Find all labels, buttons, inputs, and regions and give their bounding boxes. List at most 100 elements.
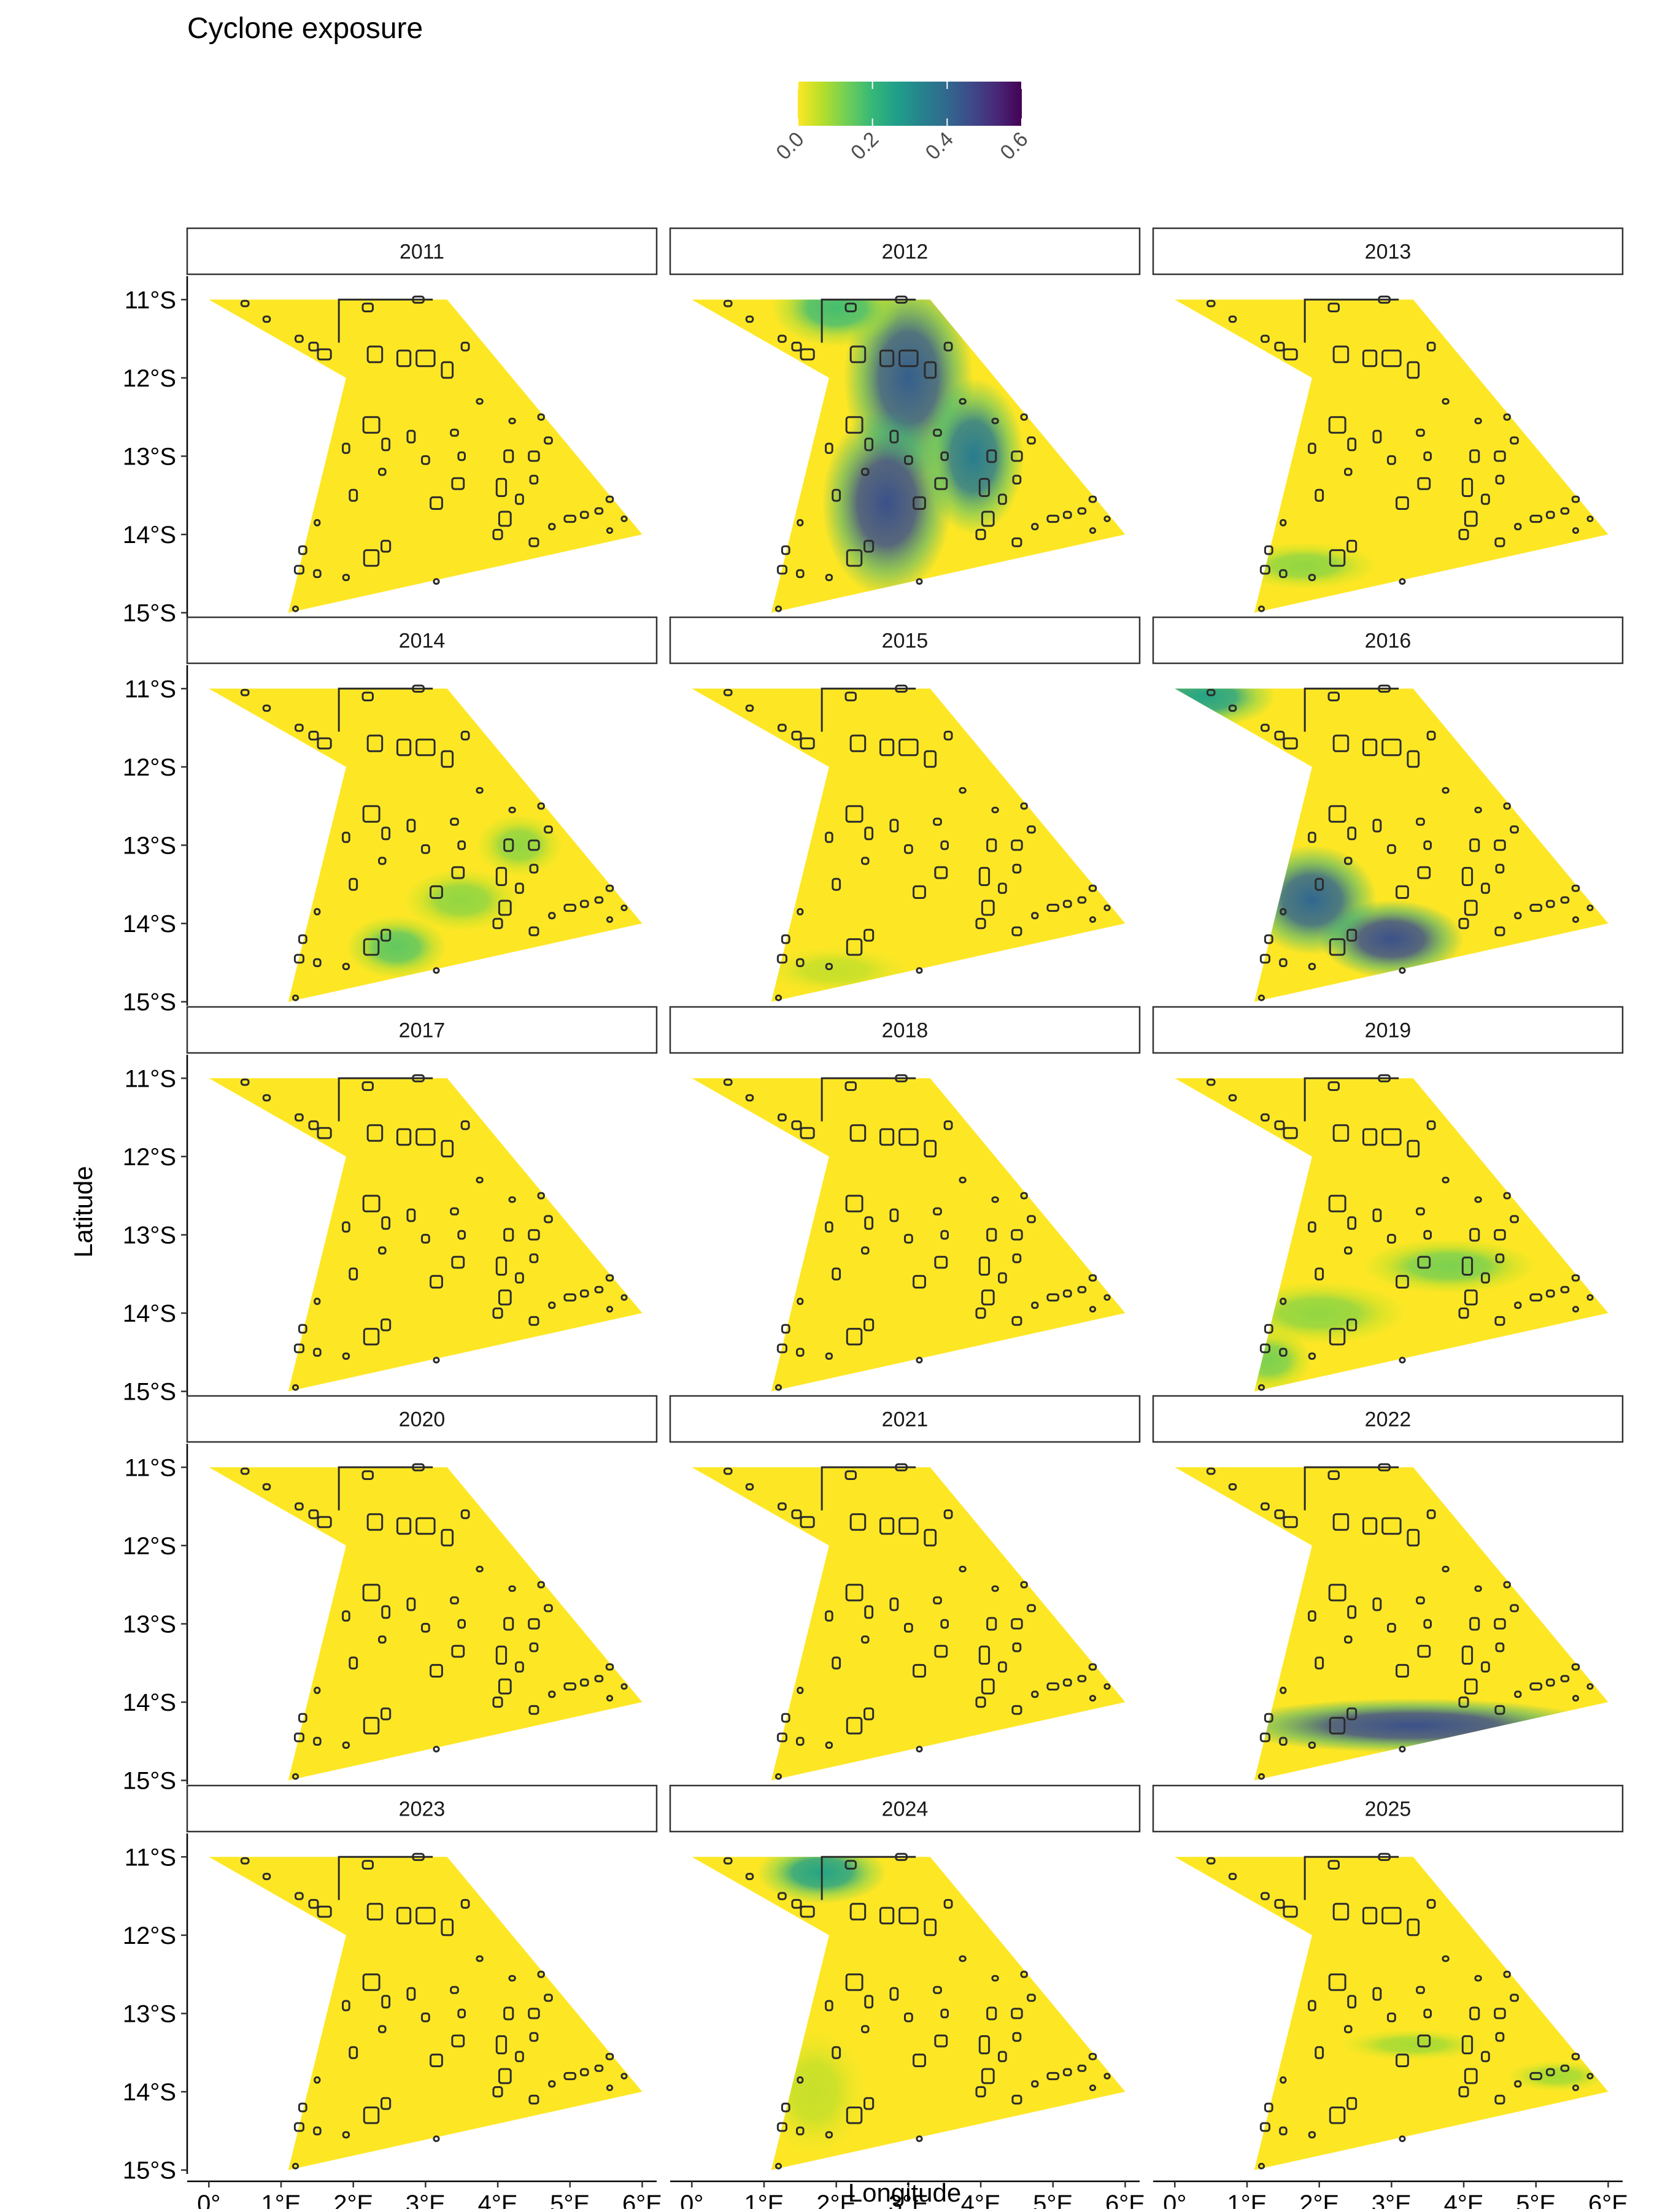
reef-outline — [832, 2046, 841, 2059]
reef-outline — [1396, 1663, 1409, 1678]
reef-outline — [1346, 2097, 1358, 2110]
reef-outline — [1264, 934, 1273, 944]
reef-outline — [959, 1565, 967, 1573]
reef-outline — [1315, 488, 1324, 502]
reef-outline — [845, 1195, 863, 1212]
reef-outline — [492, 917, 503, 930]
reef-outline — [308, 341, 319, 352]
reef-outline — [544, 436, 553, 445]
reef-outline — [1426, 1120, 1436, 1130]
reef-outline — [1308, 1741, 1316, 1749]
reef-outline — [825, 963, 833, 971]
reef-outline — [913, 496, 926, 511]
reef-outline — [1474, 1975, 1482, 1982]
reef-outline — [298, 1713, 307, 1723]
reef-outline — [781, 1713, 790, 1723]
reef-outline — [342, 963, 350, 971]
reef-outline — [314, 518, 321, 526]
reef-outline — [366, 1124, 384, 1142]
reef-outline — [864, 1995, 874, 2009]
reef-outline — [240, 1467, 250, 1475]
reef-outline — [991, 1196, 999, 1203]
y-tick-label: 13°S — [123, 832, 176, 859]
reef-outline — [904, 1233, 913, 1244]
reef-outline — [1011, 2094, 1022, 2105]
reef-outline — [1464, 1678, 1478, 1695]
reef-outline — [1381, 1517, 1402, 1535]
reef-outline — [293, 565, 304, 575]
reef-outline — [349, 877, 358, 891]
reef-outline — [1257, 605, 1265, 612]
reef-outline — [1259, 565, 1270, 575]
reef-outline — [924, 361, 937, 379]
reef-outline — [451, 1255, 465, 1269]
reef-outline — [295, 1502, 304, 1511]
reef-outline — [495, 1256, 508, 1276]
exposure-hotspot — [764, 947, 909, 994]
reef-outline — [825, 1610, 833, 1622]
reef-outline — [845, 805, 863, 823]
reef-outline — [1514, 1690, 1522, 1698]
reef-outline — [940, 2008, 949, 2019]
x-tick-label: 2°E — [333, 2191, 373, 2209]
y-tick-label: 15°S — [123, 600, 176, 627]
reef-outline — [503, 449, 514, 463]
reef-outline — [606, 527, 614, 534]
reef-outline — [1279, 958, 1288, 968]
reef-outline — [415, 738, 436, 757]
reef-outline — [825, 442, 833, 454]
reef-outline — [1464, 511, 1478, 527]
reef-outline — [1327, 1470, 1340, 1480]
reef-outline — [1328, 805, 1346, 823]
reef-outline — [849, 734, 867, 752]
reef-outline — [864, 437, 874, 452]
reef-outline — [1259, 1343, 1270, 1354]
reef-outline — [441, 1528, 454, 1547]
exposure-hotspot — [1507, 2060, 1609, 2092]
reef-outline — [975, 528, 986, 541]
reef-outline — [430, 1663, 443, 1678]
reef-outline — [1494, 450, 1506, 462]
reef-outline — [1571, 2052, 1580, 2060]
reef-outline — [620, 904, 628, 911]
reef-outline — [1280, 518, 1287, 526]
reef-outline — [1396, 885, 1409, 900]
reef-outline — [1372, 1597, 1382, 1611]
reef-outline — [791, 341, 802, 352]
reef-outline — [916, 1357, 923, 1364]
reef-outline — [1381, 738, 1402, 757]
boundary-outline — [338, 298, 433, 343]
facet-strip-label: 2013 — [1365, 241, 1412, 264]
reef-outline — [1572, 2084, 1580, 2092]
reef-outline — [1332, 1513, 1350, 1531]
reef-outline — [832, 488, 841, 502]
reef-outline — [1344, 468, 1353, 476]
reef-outline — [1103, 1683, 1111, 1690]
reef-outline — [1046, 903, 1060, 912]
reef-outline — [1417, 866, 1431, 879]
reef-outline — [959, 787, 967, 794]
reef-outline — [797, 2076, 804, 2084]
y-tick-label: 14°S — [123, 522, 176, 549]
reef-outline — [825, 1221, 833, 1233]
reef-outline — [975, 917, 986, 930]
reef-outline — [1545, 2068, 1555, 2076]
reef-outline — [406, 1987, 416, 2001]
boundary-outline — [821, 687, 916, 732]
reef-outline — [396, 1128, 412, 1146]
reef-outline — [1077, 1285, 1087, 1293]
reef-outline — [1332, 1903, 1350, 1921]
reef-outline — [975, 1696, 986, 1708]
reef-outline — [998, 1661, 1007, 1673]
reef-outline — [776, 954, 788, 964]
reef-outline — [1062, 1289, 1072, 1298]
reef-outline — [415, 1128, 436, 1146]
facet-strip-label: 2011 — [400, 241, 444, 264]
reef-outline — [1206, 299, 1216, 307]
reef-outline — [1426, 341, 1436, 352]
reef-outline — [1012, 474, 1022, 485]
reef-outline — [381, 437, 391, 452]
reef-outline — [381, 1605, 391, 1619]
reef-outline — [544, 1215, 553, 1224]
x-axis-title: Longitude — [848, 2178, 962, 2207]
